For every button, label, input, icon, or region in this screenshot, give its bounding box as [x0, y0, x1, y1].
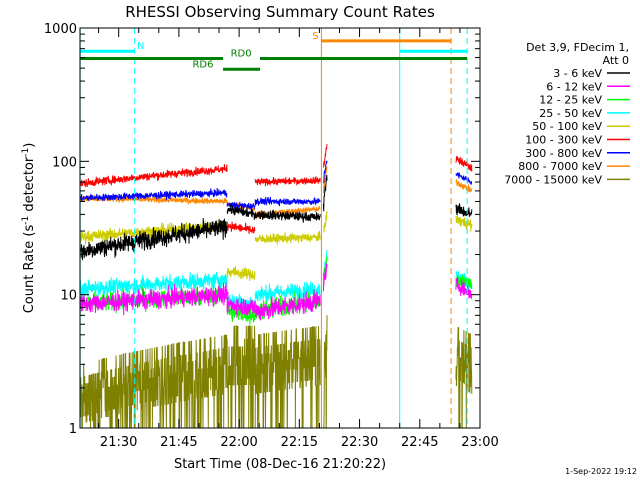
series-line-segment	[254, 196, 321, 207]
series-line-segment	[455, 326, 473, 429]
series-line-segment	[226, 203, 256, 220]
x-tick-label: 22:45	[401, 435, 438, 450]
legend-label: 7000 - 15000 keV	[504, 173, 602, 186]
series-line-segment	[79, 334, 228, 429]
series-line-segment	[455, 203, 473, 217]
legend-label: 300 - 800 keV	[525, 147, 602, 160]
series-line-segment	[226, 291, 256, 318]
state-label-s: S	[312, 31, 318, 42]
series-line-segment	[79, 282, 228, 316]
x-axis-label: Start Time (08-Dec-16 21:20:22)	[174, 457, 386, 472]
state-label-rd0: RD0	[231, 49, 252, 60]
legend-label: 100 - 300 keV	[525, 134, 602, 147]
y-tick-label: 100	[52, 155, 77, 170]
series-line-segment	[79, 194, 228, 206]
x-tick-label: 21:30	[100, 435, 137, 450]
series-line-segment	[323, 315, 328, 429]
series-line-segment	[226, 325, 256, 429]
series-line-segment	[254, 176, 321, 187]
y-label-sup2: -1	[21, 148, 31, 157]
legend-label: 3 - 6 keV	[553, 67, 602, 80]
x-tick-label: 22:15	[281, 435, 318, 450]
legend-label: 6 - 12 keV	[546, 80, 602, 93]
series-line-segment	[226, 201, 256, 211]
series-line-segment	[322, 166, 328, 194]
y-label-part2: detector	[22, 156, 37, 216]
plot-frame	[79, 27, 481, 429]
series-line-segment	[226, 304, 256, 325]
y-label-part3: )	[22, 143, 37, 148]
series-line-segment	[254, 326, 321, 429]
x-tick-label: 22:00	[220, 435, 257, 450]
series-line-segment	[322, 160, 328, 184]
y-tick-label: 1000	[44, 22, 77, 37]
x-tick-label: 23:00	[461, 435, 498, 450]
legend-label: 50 - 100 keV	[532, 120, 602, 133]
series-line-segment	[226, 266, 256, 282]
series-line-segment	[254, 281, 321, 305]
series-line-segment	[254, 209, 321, 223]
x-tick-label: 22:30	[341, 435, 378, 450]
series-line-segment	[322, 144, 328, 168]
overlay-layer: N S RD0 RD6	[79, 28, 468, 428]
series-100-300-kev	[79, 144, 473, 234]
series-6-12-kev	[79, 263, 473, 321]
axes-frame: 1 10 100 1000 21:30 21:45 22:00 22:15 22:30 22:45…	[44, 22, 499, 450]
y-tick-label: 10	[60, 289, 77, 304]
y-tick-label: 1	[69, 422, 77, 437]
y-axis-label: Count Rate (s-1 detector-1)	[21, 143, 37, 314]
footer-date: 1-Sep-2022 19:12	[565, 467, 637, 476]
series-line-segment	[79, 187, 228, 202]
y-label-sup1: -1	[21, 216, 31, 225]
series-line-segment	[254, 288, 321, 321]
y-label-part1: Count Rate (s	[22, 225, 37, 314]
series-line-segment	[455, 155, 473, 172]
series-line-segment	[455, 179, 473, 194]
series-line-segment	[455, 213, 473, 232]
series-300-800-kev	[79, 160, 473, 211]
state-label-rd6: RD6	[192, 59, 213, 70]
legend-label: 25 - 50 keV	[539, 107, 602, 120]
series-line-segment	[455, 277, 473, 300]
series-line-segment	[79, 164, 228, 188]
legend-label: 12 - 25 keV	[539, 94, 602, 107]
series-7000-15000-kev	[79, 315, 473, 429]
series-layer	[79, 144, 473, 429]
series-line-segment	[322, 174, 328, 212]
legend-header-line2: Att 0	[603, 54, 629, 67]
series-line-segment	[79, 271, 228, 298]
series-line-segment	[322, 263, 328, 292]
chart-title: RHESSI Observing Summary Count Rates	[125, 3, 435, 21]
series-line-segment	[455, 171, 473, 185]
x-tick-label: 21:45	[160, 435, 197, 450]
state-label-n: N	[137, 41, 144, 52]
series-line-segment	[254, 230, 321, 245]
series-line-segment	[79, 217, 228, 261]
legend-label: 800 - 7000 keV	[518, 160, 602, 173]
series-line-segment	[323, 211, 328, 233]
legend-header-line1: Det 3,9, FDecim 1,	[526, 41, 629, 54]
series-3-6-kev	[79, 174, 473, 261]
series-line-segment	[226, 221, 256, 234]
